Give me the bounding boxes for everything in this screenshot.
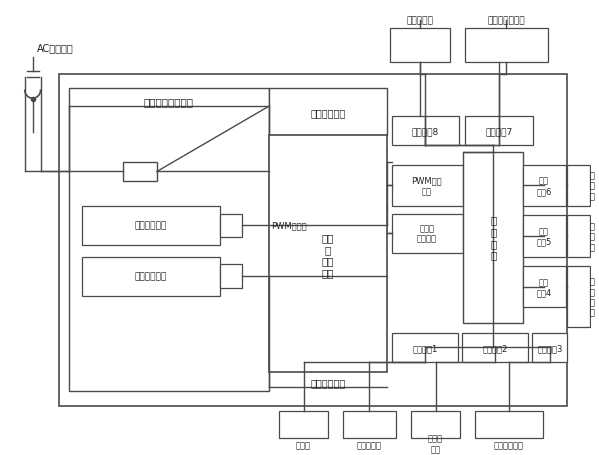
Text: 制冷输入电压: 制冷输入电压 xyxy=(310,108,346,117)
Text: 制冷输出电压: 制冷输出电压 xyxy=(310,377,346,387)
Bar xyxy=(465,29,548,63)
Text: 制冷器: 制冷器 xyxy=(296,441,311,450)
Text: 主
控
制
器: 主 控 制 器 xyxy=(490,215,497,260)
Bar xyxy=(567,216,590,257)
Bar xyxy=(465,116,533,146)
Bar xyxy=(392,165,463,206)
Bar xyxy=(392,116,459,146)
Bar xyxy=(270,89,386,136)
Bar xyxy=(279,411,328,439)
Bar xyxy=(123,162,157,182)
Text: 环境感
应器: 环境感 应器 xyxy=(428,434,443,453)
Text: 制冷输出电压: 制冷输出电压 xyxy=(135,272,167,281)
Bar xyxy=(392,333,458,362)
Bar xyxy=(81,206,220,245)
Bar xyxy=(533,333,567,362)
Text: 控制
电路6: 控制 电路6 xyxy=(536,176,552,196)
Bar xyxy=(567,165,590,206)
Text: 继电
器
冷热
转换: 继电 器 冷热 转换 xyxy=(322,233,334,278)
Text: 冷翅片传感器: 冷翅片传感器 xyxy=(494,441,524,450)
Text: 控制电路2: 控制电路2 xyxy=(483,343,508,352)
Bar xyxy=(524,267,565,308)
Bar xyxy=(220,214,242,238)
Bar xyxy=(392,214,463,253)
Text: 光
环
灯: 光 环 灯 xyxy=(590,171,595,201)
Text: AC电源输入: AC电源输入 xyxy=(37,43,73,53)
Text: 控制
电路4: 控制 电路4 xyxy=(536,278,552,297)
Bar xyxy=(524,165,565,206)
Text: 控制电路8: 控制电路8 xyxy=(411,126,438,136)
Bar xyxy=(220,265,242,288)
Text: 控制电路3: 控制电路3 xyxy=(537,343,562,352)
Text: 内循环风扇: 内循环风扇 xyxy=(356,441,382,450)
Bar xyxy=(567,267,590,327)
Text: 开关电源控制电路: 开关电源控制电路 xyxy=(144,97,193,107)
Bar xyxy=(462,333,528,362)
Bar xyxy=(81,257,220,296)
Text: PWM控制
电路: PWM控制 电路 xyxy=(412,176,442,196)
Bar xyxy=(69,89,270,392)
Text: PWM数据线: PWM数据线 xyxy=(271,221,307,230)
Bar xyxy=(270,136,386,372)
Text: 制冷控制电路: 制冷控制电路 xyxy=(135,221,167,230)
Bar xyxy=(524,216,565,257)
Text: 继电器
控制电路: 继电器 控制电路 xyxy=(417,224,437,243)
Text: 控制
电路5: 控制 电路5 xyxy=(536,227,552,246)
Text: 湿度传感器: 湿度传感器 xyxy=(406,16,433,25)
Text: 箱内温度传感器: 箱内温度传感器 xyxy=(487,16,525,25)
Text: 箱
内
照
明: 箱 内 照 明 xyxy=(590,277,595,317)
Bar xyxy=(343,411,397,439)
Text: 控制电路7: 控制电路7 xyxy=(485,126,513,136)
Text: 显
示
器: 显 示 器 xyxy=(590,222,595,251)
Bar xyxy=(463,152,524,324)
Text: 控制电路1: 控制电路1 xyxy=(412,343,437,352)
Bar xyxy=(386,89,567,406)
Bar xyxy=(411,411,460,439)
Bar xyxy=(59,75,567,406)
Bar xyxy=(389,29,450,63)
Bar xyxy=(474,411,543,439)
